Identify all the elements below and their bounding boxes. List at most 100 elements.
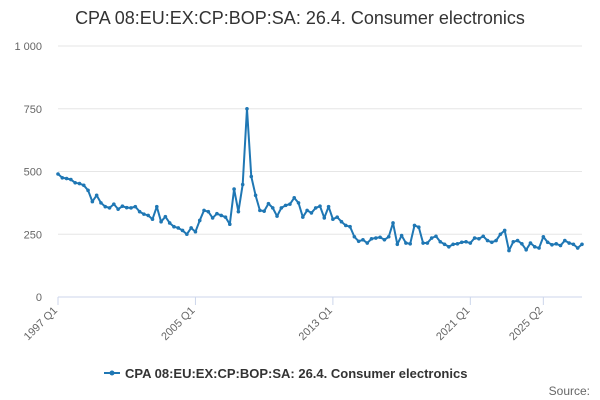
data-point[interactable]: [395, 242, 400, 247]
data-point[interactable]: [515, 238, 520, 243]
data-point[interactable]: [253, 193, 258, 198]
data-point[interactable]: [197, 218, 202, 223]
data-point[interactable]: [434, 234, 438, 239]
data-point[interactable]: [554, 241, 559, 246]
data-point[interactable]: [107, 206, 112, 210]
data-point[interactable]: [481, 234, 486, 239]
data-point[interactable]: [103, 204, 108, 209]
data-point[interactable]: [150, 217, 155, 221]
data-point[interactable]: [167, 221, 172, 225]
data-point[interactable]: [77, 181, 82, 186]
data-point[interactable]: [537, 246, 541, 250]
data-point[interactable]: [266, 201, 271, 206]
data-point[interactable]: [412, 223, 417, 228]
data-point[interactable]: [112, 202, 116, 206]
data-point[interactable]: [335, 215, 339, 219]
data-point[interactable]: [520, 241, 524, 246]
data-point[interactable]: [343, 223, 348, 228]
data-point[interactable]: [81, 183, 86, 188]
data-point[interactable]: [464, 239, 468, 244]
data-point[interactable]: [258, 208, 262, 213]
data-point[interactable]: [567, 241, 571, 245]
data-point[interactable]: [429, 236, 434, 240]
data-point[interactable]: [219, 213, 224, 218]
data-point[interactable]: [558, 243, 563, 248]
data-point[interactable]: [326, 204, 331, 209]
data-point[interactable]: [124, 205, 129, 210]
data-point[interactable]: [270, 206, 275, 210]
data-point[interactable]: [352, 234, 357, 239]
data-point[interactable]: [159, 219, 163, 224]
data-point[interactable]: [382, 237, 387, 242]
data-point[interactable]: [292, 196, 297, 200]
data-point[interactable]: [172, 224, 176, 229]
data-point[interactable]: [60, 175, 65, 180]
data-point[interactable]: [490, 240, 494, 245]
data-point[interactable]: [206, 209, 211, 214]
data-point[interactable]: [69, 177, 73, 182]
data-point[interactable]: [228, 222, 232, 227]
source-credit[interactable]: Source:: [549, 384, 590, 398]
data-point[interactable]: [189, 226, 193, 230]
data-point[interactable]: [408, 241, 412, 246]
data-point[interactable]: [279, 206, 284, 210]
data-point[interactable]: [129, 206, 133, 210]
data-point[interactable]: [64, 176, 69, 181]
data-point[interactable]: [502, 228, 507, 233]
data-point[interactable]: [575, 246, 580, 250]
data-point[interactable]: [73, 180, 77, 185]
data-point[interactable]: [236, 209, 241, 214]
data-point[interactable]: [545, 240, 550, 245]
data-point[interactable]: [142, 212, 146, 216]
data-point[interactable]: [442, 242, 447, 247]
data-point[interactable]: [498, 232, 503, 237]
data-point[interactable]: [275, 214, 279, 218]
data-point[interactable]: [137, 209, 142, 214]
data-point[interactable]: [283, 203, 288, 208]
data-point[interactable]: [404, 241, 408, 245]
data-point[interactable]: [309, 211, 314, 215]
data-point[interactable]: [154, 204, 159, 209]
data-point[interactable]: [416, 225, 421, 230]
data-point[interactable]: [176, 226, 181, 230]
data-point[interactable]: [421, 241, 425, 245]
data-point[interactable]: [94, 193, 99, 198]
data-point[interactable]: [532, 245, 537, 249]
data-point[interactable]: [494, 238, 498, 243]
data-point[interactable]: [571, 242, 576, 247]
data-point[interactable]: [472, 236, 477, 240]
data-point[interactable]: [202, 208, 206, 213]
data-point[interactable]: [580, 242, 584, 247]
data-point[interactable]: [240, 182, 245, 187]
data-point[interactable]: [485, 238, 490, 243]
data-point[interactable]: [468, 241, 473, 245]
data-point[interactable]: [249, 174, 254, 179]
data-point[interactable]: [459, 240, 464, 245]
data-point[interactable]: [378, 235, 382, 240]
data-point[interactable]: [511, 239, 516, 244]
data-point[interactable]: [120, 204, 125, 208]
data-point[interactable]: [163, 214, 168, 219]
data-point[interactable]: [180, 228, 185, 233]
data-point[interactable]: [524, 248, 528, 252]
data-point[interactable]: [305, 208, 309, 213]
legend[interactable]: CPA 08:EU:EX:CP:BOP:SA: 26.4. Consumer e…: [104, 366, 467, 381]
data-point[interactable]: [361, 237, 365, 242]
data-point[interactable]: [313, 206, 318, 210]
data-point[interactable]: [99, 201, 103, 205]
data-point[interactable]: [86, 188, 90, 193]
data-point[interactable]: [425, 241, 430, 245]
legend-label[interactable]: CPA 08:EU:EX:CP:BOP:SA: 26.4. Consumer e…: [125, 366, 467, 381]
data-point[interactable]: [245, 106, 249, 111]
data-point[interactable]: [215, 211, 219, 216]
data-point[interactable]: [477, 236, 481, 241]
data-point[interactable]: [296, 201, 301, 205]
data-point[interactable]: [339, 219, 344, 224]
data-point[interactable]: [528, 241, 533, 245]
data-point[interactable]: [146, 213, 150, 218]
data-point[interactable]: [386, 234, 391, 239]
data-point[interactable]: [451, 242, 455, 247]
data-point[interactable]: [116, 207, 120, 211]
data-point[interactable]: [356, 239, 361, 244]
data-point[interactable]: [223, 215, 228, 219]
